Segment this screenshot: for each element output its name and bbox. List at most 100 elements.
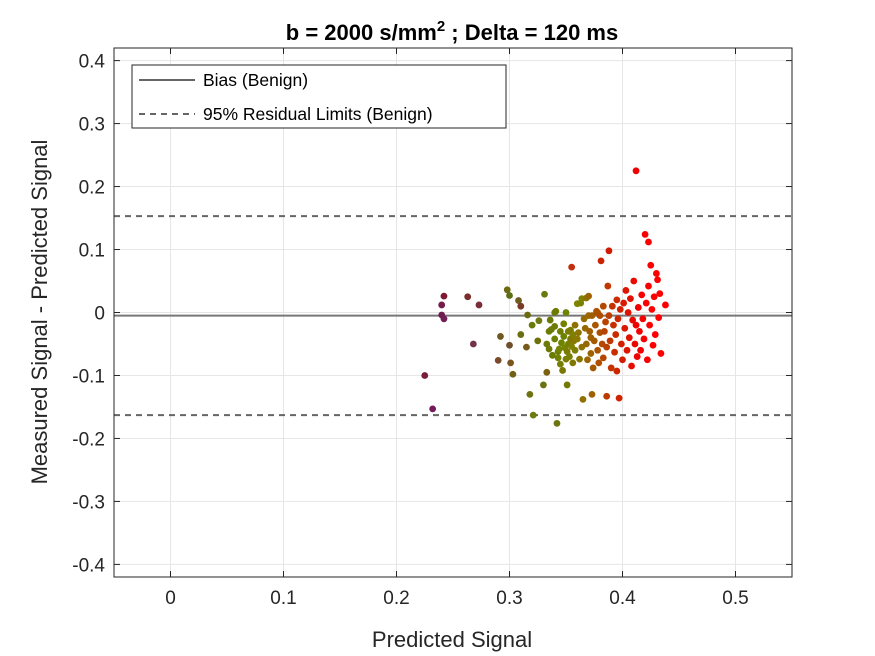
data-point [633,353,641,360]
data-point [603,392,611,400]
data-point [607,364,615,372]
data-point [617,340,625,348]
data-point [553,419,561,427]
data-point [579,396,587,403]
data-point [594,346,602,354]
data-point [639,315,647,323]
data-point [440,292,448,300]
y-tick-label: 0.4 [79,52,106,73]
data-point [560,333,568,340]
legend-box [131,64,507,129]
data-point [560,320,568,328]
data-point [569,331,577,338]
data-point [610,321,617,329]
y-tick-label: 0 [94,304,105,325]
data-point [469,340,477,348]
data-point [621,324,629,332]
data-point [541,290,548,298]
data-point [662,301,669,309]
data-point [506,341,513,349]
title-superscript: 2 [437,18,445,35]
data-point [585,292,592,300]
data-point [615,394,623,402]
data-point [535,317,543,325]
data-point [605,247,613,255]
data-point [587,350,595,357]
y-tick-label: 0.1 [79,241,105,262]
x-tick-label: 0 [165,588,176,609]
data-point [554,354,562,362]
data-point [589,364,597,372]
data-point [622,287,630,294]
x-tick-label: 0.2 [383,588,409,609]
data-point [586,327,594,335]
data-point [603,343,611,351]
data-point [604,282,612,290]
data-point [517,302,525,310]
reference-lines [114,215,792,417]
data-point [656,290,664,298]
data-point [619,356,626,364]
data-point [612,331,620,338]
x-axis-label: Predicted Signal [372,627,532,652]
data-point [627,295,634,303]
data-point [597,257,605,265]
y-tick-label: -0.3 [72,492,105,513]
data-point [556,327,564,335]
data-point [605,312,613,320]
data-point [421,372,429,379]
data-point [648,305,656,313]
data-point [640,335,648,343]
data-point [616,305,624,313]
data-point [529,411,537,419]
legend: Bias (Benign) 95% Residual Limits (Benig… [131,64,507,129]
data-point [571,346,579,354]
data-point [563,381,571,389]
data-point [556,360,564,368]
data-point [582,340,590,348]
data-point [641,231,649,238]
data-point [515,297,522,304]
data-point [638,291,646,299]
data-point [555,345,563,353]
data-point [625,334,633,342]
data-point [464,293,472,301]
x-tick-label: 0.1 [270,588,296,609]
data-point [575,329,582,337]
data-point [584,356,591,364]
data-point [540,381,547,389]
data-point [624,309,632,316]
data-point [509,370,517,378]
data-point [571,321,579,329]
y-tick-label: 0.2 [79,178,105,199]
data-point [637,346,644,354]
y-axis-ticks: 0.4 0.3 0.2 0.1 0 -0.1 -0.2 -0.3 -0.4 [72,52,792,576]
legend-bias-label: Bias (Benign) [203,70,308,90]
x-tick-label: 0.3 [496,588,522,609]
data-point [654,276,661,284]
data-point [528,321,536,329]
x-tick-label: 0.4 [609,588,636,609]
data-point [647,261,655,269]
data-point [653,270,660,277]
data-point [634,304,642,311]
data-point [613,296,621,304]
data-point [614,315,622,323]
y-axis-label: Measured Signal - Predicted Signal [27,140,52,485]
data-point [559,367,567,374]
data-point [562,309,570,316]
data-point [568,263,576,271]
legend-limits-label: 95% Residual Limits (Benign) [203,104,433,124]
grid [114,48,792,577]
data-point [630,277,638,285]
data-point [631,340,639,348]
data-point [628,362,635,370]
data-point [590,337,598,345]
data-point [602,318,609,326]
data-point [657,350,665,357]
data-point [558,339,565,347]
data-point [629,316,637,324]
y-tick-label: -0.2 [72,429,105,450]
data-point [517,331,525,338]
